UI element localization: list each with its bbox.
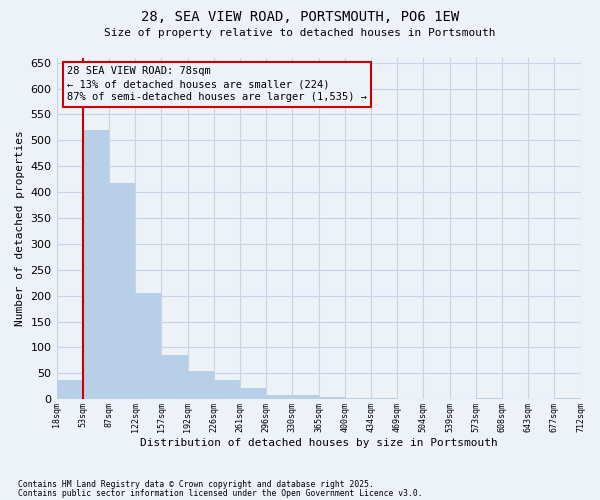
- Bar: [135, 293, 161, 399]
- Bar: [188, 370, 214, 399]
- Bar: [83, 130, 109, 399]
- Bar: [554, 398, 581, 399]
- Bar: [345, 398, 371, 399]
- Bar: [371, 398, 397, 399]
- Bar: [240, 388, 266, 399]
- Y-axis label: Number of detached properties: Number of detached properties: [15, 130, 25, 326]
- Text: Contains HM Land Registry data © Crown copyright and database right 2025.: Contains HM Land Registry data © Crown c…: [18, 480, 374, 489]
- Bar: [292, 394, 319, 399]
- Bar: [214, 380, 240, 399]
- Bar: [319, 396, 345, 399]
- Text: Size of property relative to detached houses in Portsmouth: Size of property relative to detached ho…: [104, 28, 496, 38]
- Text: Contains public sector information licensed under the Open Government Licence v3: Contains public sector information licen…: [18, 490, 422, 498]
- Bar: [56, 380, 83, 399]
- Text: 28 SEA VIEW ROAD: 78sqm
← 13% of detached houses are smaller (224)
87% of semi-d: 28 SEA VIEW ROAD: 78sqm ← 13% of detache…: [67, 66, 367, 102]
- X-axis label: Distribution of detached houses by size in Portsmouth: Distribution of detached houses by size …: [140, 438, 497, 448]
- Bar: [397, 398, 424, 399]
- Bar: [476, 398, 502, 399]
- Bar: [161, 355, 188, 399]
- Text: 28, SEA VIEW ROAD, PORTSMOUTH, PO6 1EW: 28, SEA VIEW ROAD, PORTSMOUTH, PO6 1EW: [141, 10, 459, 24]
- Bar: [109, 184, 135, 399]
- Bar: [266, 394, 292, 399]
- Bar: [424, 398, 449, 399]
